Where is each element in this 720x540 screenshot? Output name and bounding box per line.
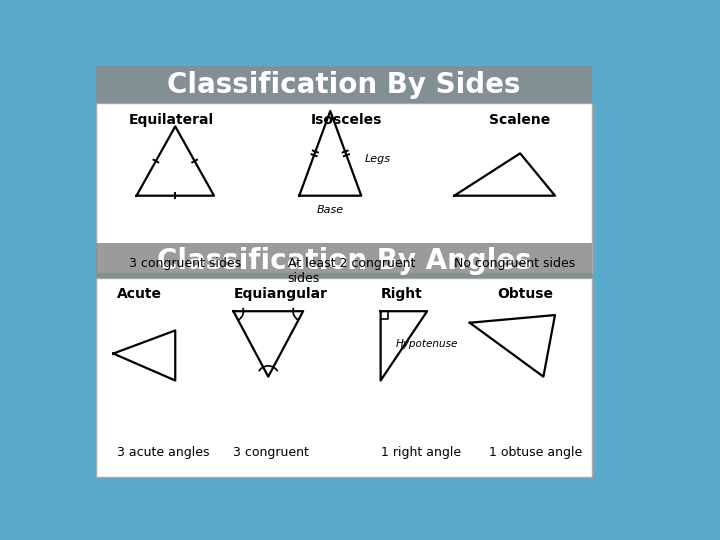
Text: 1 obtuse angle: 1 obtuse angle [489,446,582,459]
FancyBboxPatch shape [96,278,593,477]
Text: Right: Right [381,287,423,301]
Text: Obtuse: Obtuse [497,287,553,301]
Text: Base: Base [317,205,344,215]
Text: Equiangular: Equiangular [233,287,328,301]
Text: 3 congruent sides: 3 congruent sides [129,257,241,271]
Text: 3 congruent: 3 congruent [233,446,310,459]
Text: At least 2 congruent
sides: At least 2 congruent sides [287,257,415,285]
Text: Classification By Sides: Classification By Sides [168,71,521,99]
Text: Legs: Legs [365,154,391,164]
FancyBboxPatch shape [96,244,593,278]
Text: Hypotenuse: Hypotenuse [396,339,459,348]
Text: Classification By Angles: Classification By Angles [157,247,531,275]
Text: Scalene: Scalene [489,112,550,126]
Text: Equilateral: Equilateral [129,112,214,126]
Text: Acute: Acute [117,287,162,301]
Text: Isosceles: Isosceles [311,112,382,126]
FancyBboxPatch shape [96,66,593,103]
Text: No congruent sides: No congruent sides [454,257,575,271]
FancyBboxPatch shape [96,103,593,273]
Text: 1 right angle: 1 right angle [381,446,461,459]
Text: 3 acute angles: 3 acute angles [117,446,210,459]
